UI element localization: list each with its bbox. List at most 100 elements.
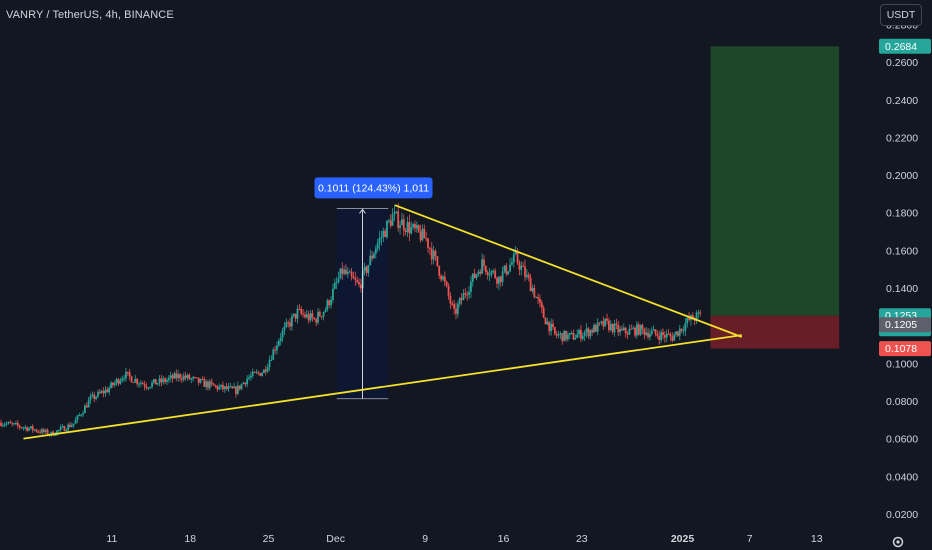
gear-icon[interactable] xyxy=(892,536,904,548)
candle-body xyxy=(42,429,45,432)
trendline[interactable] xyxy=(394,204,743,338)
candle-body xyxy=(115,379,118,383)
candle-body xyxy=(160,378,163,383)
candle-body xyxy=(212,383,215,386)
candle-body xyxy=(401,219,403,226)
candle-body xyxy=(630,328,633,330)
y-tick-label: 0.1000 xyxy=(886,358,918,370)
candle-body xyxy=(162,378,165,383)
candle-body xyxy=(72,423,75,426)
candle-body xyxy=(624,327,627,334)
candle-body xyxy=(594,325,597,332)
candle-body xyxy=(337,278,340,282)
candle-body xyxy=(369,255,372,266)
candle-body xyxy=(184,375,187,378)
candle-body xyxy=(382,230,385,238)
candle-body xyxy=(309,313,312,321)
candle-body xyxy=(593,325,595,333)
price-label: 0.1205 xyxy=(885,319,917,331)
candle-body xyxy=(44,429,47,432)
target-zone[interactable] xyxy=(710,46,840,316)
candle-body xyxy=(272,349,275,360)
candle-body xyxy=(622,327,625,331)
candle-body xyxy=(7,422,10,424)
candle-body xyxy=(410,227,413,234)
candle-body xyxy=(462,293,465,301)
candle-body xyxy=(106,389,109,393)
candle-body xyxy=(214,385,217,387)
candle-body xyxy=(563,330,566,342)
candle-body xyxy=(397,211,400,228)
candle-body xyxy=(667,333,670,335)
candle-body xyxy=(313,318,316,320)
candle-body xyxy=(253,371,256,373)
candle-body xyxy=(626,333,629,335)
candle-body xyxy=(520,265,523,270)
candle-body xyxy=(365,266,368,273)
price-label: 0.1078 xyxy=(885,343,917,355)
candle-body xyxy=(9,422,12,424)
stop-zone[interactable] xyxy=(710,315,840,349)
candle-body xyxy=(604,318,607,327)
candle-body xyxy=(330,300,332,306)
candle-body xyxy=(37,431,40,433)
candle-body xyxy=(682,330,685,332)
candle-body xyxy=(637,324,640,335)
candle-body xyxy=(5,423,8,425)
candle-body xyxy=(449,295,452,304)
candle-body xyxy=(283,326,286,331)
candle-body xyxy=(527,274,530,278)
candle-body xyxy=(145,386,148,388)
measure-label-box xyxy=(314,177,433,199)
candle-body xyxy=(404,230,407,233)
candle-body xyxy=(235,386,237,395)
measure-arrowhead xyxy=(359,208,366,214)
candle-body xyxy=(248,377,250,379)
candle-body xyxy=(56,430,58,435)
candle-body xyxy=(223,386,226,390)
candle-body xyxy=(317,311,319,323)
candle-body xyxy=(378,238,381,244)
candle-body xyxy=(464,293,467,295)
candle-body xyxy=(406,222,409,233)
candle-body xyxy=(113,382,116,386)
candle-body xyxy=(553,327,556,334)
candle-body xyxy=(15,422,17,424)
candle-body xyxy=(110,382,112,389)
candle-body xyxy=(343,269,346,274)
candle-body xyxy=(570,333,573,335)
candle-body xyxy=(555,333,558,336)
candle-body xyxy=(539,298,541,303)
candle-body xyxy=(244,382,247,385)
candle-body xyxy=(242,382,245,385)
candle-body xyxy=(402,219,405,231)
candle-body xyxy=(46,429,49,435)
candle-body xyxy=(205,381,208,387)
candle-body xyxy=(3,424,6,426)
candle-body xyxy=(501,271,504,283)
currency-selector-button[interactable]: USDT xyxy=(880,4,922,26)
candle-body xyxy=(22,427,25,429)
candle-body xyxy=(179,374,181,379)
candle-body xyxy=(54,434,56,436)
candle-body xyxy=(371,255,373,259)
candle-body xyxy=(662,332,664,336)
candle-body xyxy=(598,322,601,324)
candle-body xyxy=(656,333,659,337)
candle-body xyxy=(326,300,329,310)
candle-body xyxy=(680,328,683,331)
candle-body xyxy=(697,312,700,314)
candle-body xyxy=(153,379,155,383)
candle-body xyxy=(195,377,198,379)
candle-body xyxy=(615,323,618,325)
candle-body xyxy=(619,328,621,333)
candle-body xyxy=(93,394,96,399)
measure-label: 0.1011 (124.43%) 1,011 xyxy=(318,182,429,194)
candle-body xyxy=(479,271,482,274)
candle-body xyxy=(289,322,291,327)
candle-body xyxy=(688,317,690,320)
candle-body xyxy=(417,225,420,232)
trendline[interactable] xyxy=(23,334,742,440)
candle-body xyxy=(671,336,674,341)
